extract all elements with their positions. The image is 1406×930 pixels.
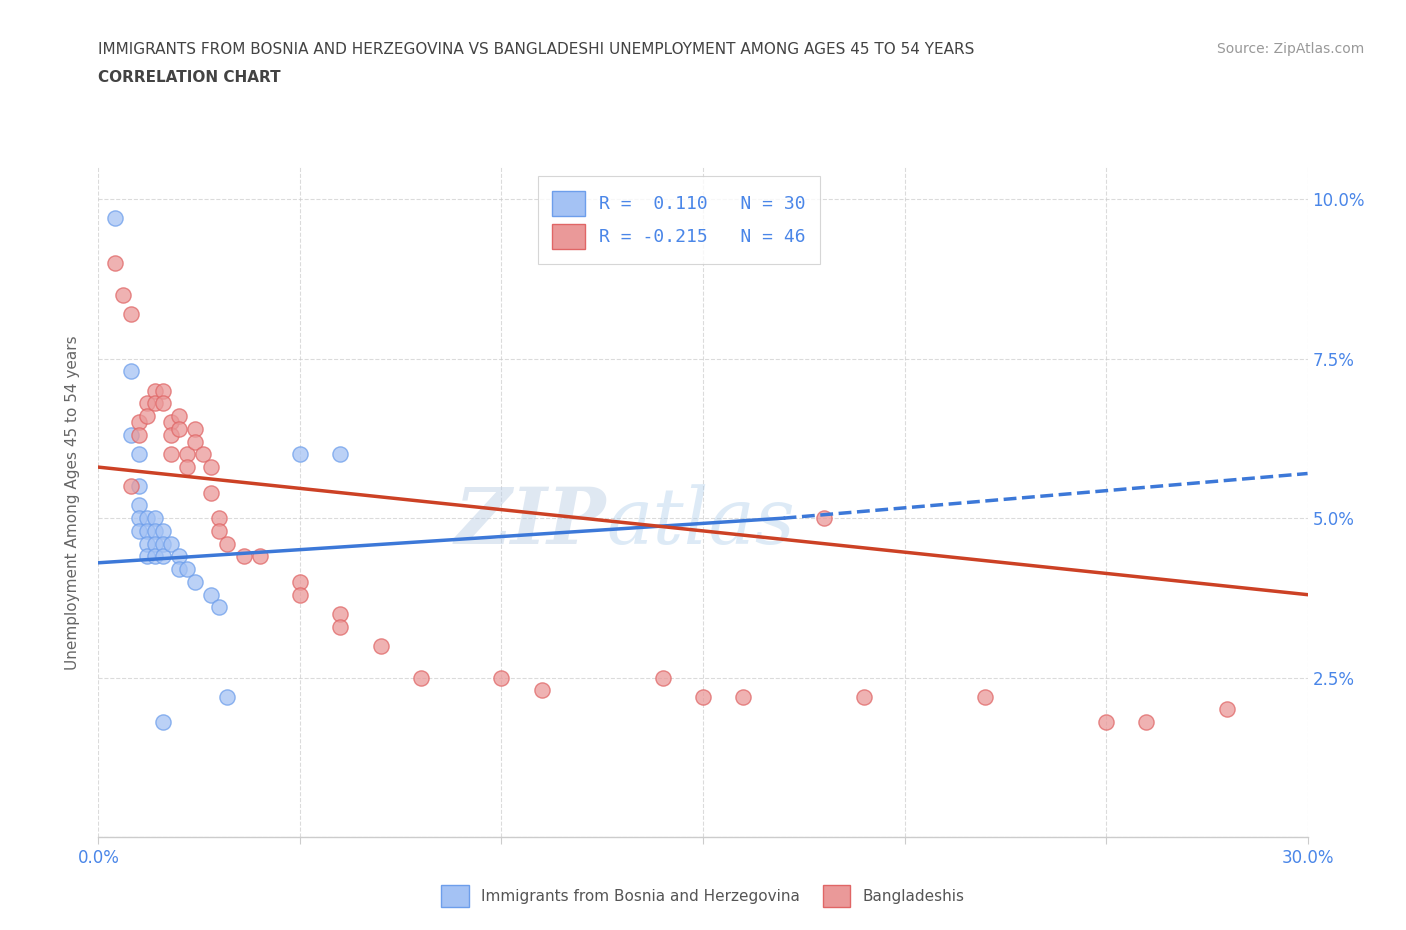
Point: [184, 421, 207, 436]
Point: [128, 415, 150, 430]
Point: [329, 606, 352, 621]
Point: [135, 524, 157, 538]
Point: [733, 689, 755, 704]
Point: [128, 511, 150, 525]
Point: [120, 307, 142, 322]
Legend: R =  0.110   N = 30, R = -0.215   N = 46: R = 0.110 N = 30, R = -0.215 N = 46: [537, 177, 820, 263]
Point: [160, 428, 183, 443]
Point: [1135, 715, 1157, 730]
Point: [135, 511, 157, 525]
Point: [217, 537, 239, 551]
Point: [135, 396, 157, 411]
Point: [184, 575, 207, 590]
Point: [120, 364, 142, 379]
Point: [167, 549, 190, 564]
Point: [128, 447, 150, 462]
Point: [176, 447, 198, 462]
Point: [143, 396, 166, 411]
Point: [692, 689, 714, 704]
Point: [160, 447, 183, 462]
Point: [120, 428, 142, 443]
Point: [128, 479, 150, 494]
Point: [853, 689, 876, 704]
Point: [651, 671, 673, 685]
Point: [152, 715, 174, 730]
Text: IMMIGRANTS FROM BOSNIA AND HERZEGOVINA VS BANGLADESHI UNEMPLOYMENT AMONG AGES 45: IMMIGRANTS FROM BOSNIA AND HERZEGOVINA V…: [98, 42, 974, 57]
Point: [184, 434, 207, 449]
Point: [491, 671, 513, 685]
Point: [232, 549, 254, 564]
Point: [128, 498, 150, 512]
Point: [208, 524, 231, 538]
Point: [409, 671, 432, 685]
Point: [167, 408, 190, 423]
Point: [128, 428, 150, 443]
Point: [143, 537, 166, 551]
Point: [111, 287, 134, 302]
Point: [167, 562, 190, 577]
Point: [530, 683, 553, 698]
Point: [176, 459, 198, 474]
Point: [370, 638, 392, 653]
Point: [200, 587, 222, 602]
Point: [167, 421, 190, 436]
Point: [103, 256, 125, 271]
Point: [152, 537, 174, 551]
Point: [120, 479, 142, 494]
Point: [143, 549, 166, 564]
Point: [176, 562, 198, 577]
Point: [152, 383, 174, 398]
Point: [249, 549, 271, 564]
Point: [329, 619, 352, 634]
Point: [143, 511, 166, 525]
Point: [217, 689, 239, 704]
Point: [160, 537, 183, 551]
Point: [143, 524, 166, 538]
Point: [1095, 715, 1118, 730]
Point: [288, 575, 311, 590]
Text: Source: ZipAtlas.com: Source: ZipAtlas.com: [1216, 42, 1364, 56]
Point: [208, 600, 231, 615]
Text: ZIP: ZIP: [454, 484, 606, 561]
Point: [135, 549, 157, 564]
Y-axis label: Unemployment Among Ages 45 to 54 years: Unemployment Among Ages 45 to 54 years: [65, 335, 80, 670]
Point: [288, 447, 311, 462]
Point: [288, 587, 311, 602]
Point: [135, 537, 157, 551]
Point: [135, 408, 157, 423]
Text: atlas: atlas: [606, 485, 794, 561]
Point: [160, 415, 183, 430]
Point: [193, 447, 215, 462]
Point: [974, 689, 997, 704]
Point: [143, 383, 166, 398]
Point: [200, 485, 222, 500]
Point: [152, 524, 174, 538]
Point: [813, 511, 835, 525]
Point: [208, 511, 231, 525]
Text: CORRELATION CHART: CORRELATION CHART: [98, 70, 281, 85]
Point: [1216, 702, 1239, 717]
Point: [152, 549, 174, 564]
Point: [152, 396, 174, 411]
Point: [128, 524, 150, 538]
Legend: Immigrants from Bosnia and Herzegovina, Bangladeshis: Immigrants from Bosnia and Herzegovina, …: [436, 879, 970, 913]
Point: [103, 211, 125, 226]
Point: [329, 447, 352, 462]
Point: [200, 459, 222, 474]
